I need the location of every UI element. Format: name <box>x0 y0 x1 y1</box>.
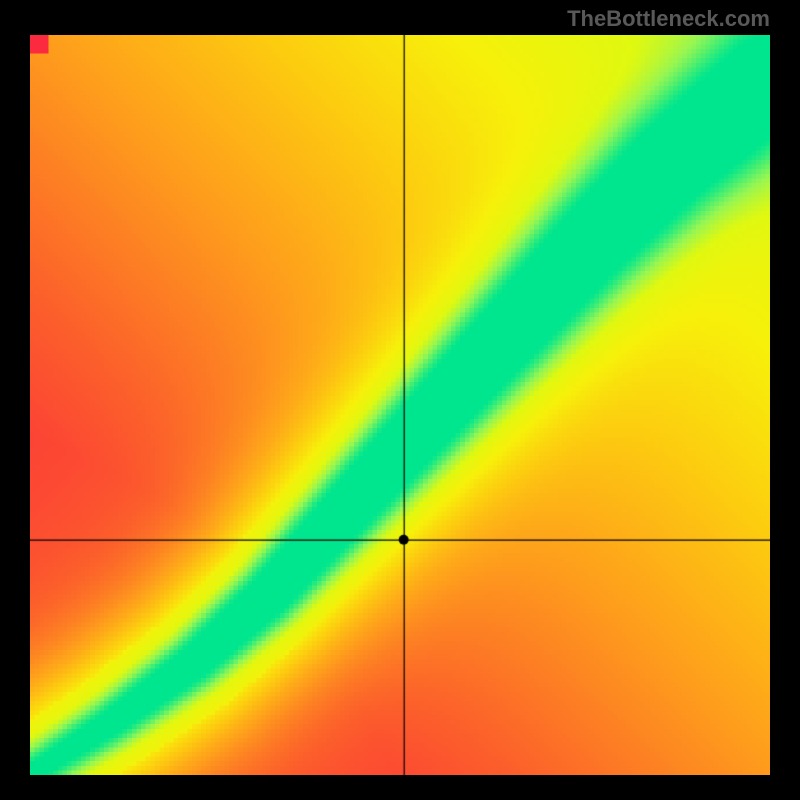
chart-container: TheBottleneck.com <box>0 0 800 800</box>
watermark-text: TheBottleneck.com <box>567 6 770 32</box>
crosshair-overlay <box>30 35 770 775</box>
